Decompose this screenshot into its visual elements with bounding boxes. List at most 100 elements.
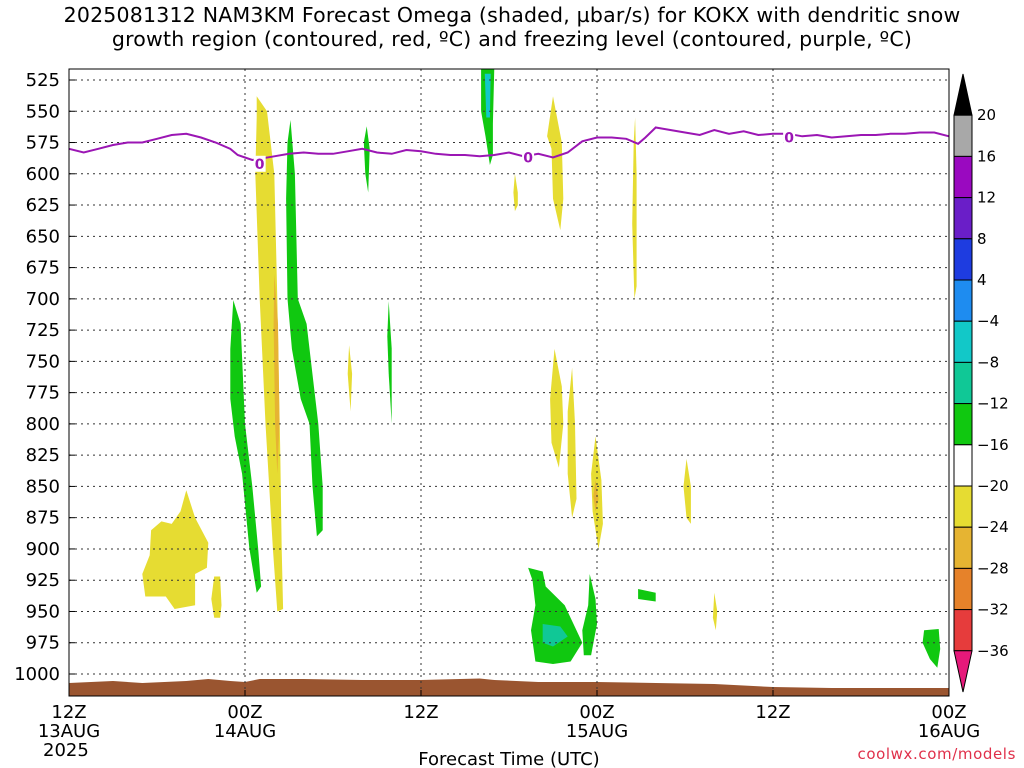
x-tick-label: 00Z [579,702,614,723]
colorbar-swatch [953,444,973,487]
colorbar-swatch [953,526,973,569]
freezing-level-line [68,126,950,162]
colorbar-swatch [953,609,973,652]
colorbar-swatch [953,361,973,405]
y-tick-label: 825 [26,445,60,466]
colorbar-swatch [953,567,973,611]
y-tick-label: 600 [26,164,60,185]
y-tick-label: 900 [26,539,60,560]
x-tick-label: 12Z [403,702,438,723]
y-tick-label: 925 [26,570,60,591]
freezing-label-bg [783,129,796,146]
omega-region [638,589,656,602]
colorbar: −36 −32 −28 −24 −20 −16 −12 −8 −4 4 8 12 16 20 [953,73,1009,693]
pressure-axis: 525 550 575 600 625 650 675 700 725 750 775 800 825 8… [14,70,75,685]
omega-region [683,458,691,524]
omega-region [273,273,280,474]
site-credit: coolwx.com/models [857,745,1016,763]
colorbar-swatch [953,197,973,240]
colorbar-label: 12 [977,189,996,207]
omega-region [593,480,599,512]
x-tick-label: 14AUG [214,721,276,742]
y-tick-label: 550 [26,101,60,122]
freezing-level-label: 0 [255,157,265,173]
y-tick-label: 675 [26,258,60,279]
freezing-level-label: 0 [784,131,794,147]
colorbar-swatch [953,114,973,157]
colorbar-swatch [953,320,973,363]
omega-region [547,96,564,231]
y-tick-label: 625 [26,195,60,216]
x-tick-label: 16AUG [918,721,980,742]
x-axis-label: Forecast Time (UTC) [418,749,599,768]
colorbar-swatch [953,155,973,199]
colorbar-label: −8 [977,353,999,371]
colorbar-label: 4 [977,271,987,289]
y-tick-label: 725 [26,320,60,341]
x-tick-label: 2025 [43,740,89,761]
omega-region [550,348,564,468]
chart-title-line-2: growth region (contoured, red, ºC) and f… [111,27,913,51]
colorbar-label: −36 [977,642,1009,660]
omega-region [582,574,597,656]
freezing-label-bg [522,149,535,166]
x-tick-label: 00Z [227,702,262,723]
freezing-level-contour: 0 0 0 [68,126,950,173]
omega-region [567,367,577,518]
colorbar-label: −16 [977,436,1009,454]
colorbar-label: −20 [977,477,1009,495]
colorbar-swatch [953,485,973,528]
y-tick-label: 775 [26,383,60,404]
y-tick-label: 975 [26,633,60,654]
chart-title: 2025081312 NAM3KM Forecast Omega (shaded… [0,3,1024,51]
x-tick-label: 15AUG [566,721,628,742]
omega-region [286,120,323,537]
omega-shaded-regions [142,69,941,668]
y-tick-label: 650 [26,226,60,247]
omega-region [632,117,637,299]
colorbar-label: −12 [977,395,1009,413]
y-tick-label: 750 [26,351,60,372]
omega-region [347,345,353,412]
y-tick-label: 800 [26,414,60,435]
omega-region [142,490,209,609]
colorbar-label: −24 [977,518,1009,536]
colorbar-label: −28 [977,559,1009,577]
y-tick-label: 950 [26,601,60,622]
y-tick-label: 875 [26,508,60,529]
omega-region [528,567,583,664]
colorbar-label: 20 [977,106,996,124]
colorbar-swatch [953,403,973,446]
omega-region [513,173,518,212]
y-tick-label: 850 [26,476,60,497]
x-tick-label: 12Z [51,702,86,723]
freezing-label-bg [253,155,266,172]
y-tick-label: 525 [26,70,60,91]
omega-region [542,624,568,647]
omega-region [387,301,392,424]
colorbar-label: 16 [977,147,996,165]
colorbar-swatch [953,279,973,322]
x-tick-label: 12Z [755,702,790,723]
freezing-level-label: 0 [523,151,533,167]
y-tick-label: 1000 [14,664,60,685]
omega-region [230,300,262,593]
colorbar-swatch [953,238,973,281]
omega-region [484,73,491,118]
chart-title-line-1: 2025081312 NAM3KM Forecast Omega (shaded… [63,3,961,27]
omega-region [211,576,222,618]
y-tick-label: 575 [26,133,60,154]
y-tick-label: 700 [26,289,60,310]
omega-region [712,592,718,631]
x-tick-label: 13AUG [38,721,100,742]
plot-frame [68,68,950,697]
colorbar-cap-bottom [953,650,973,693]
colorbar-label: −32 [977,601,1009,619]
omega-region [922,629,941,668]
omega-region [363,126,370,193]
colorbar-cap-top [953,73,973,116]
surface-terrain [69,678,949,696]
colorbar-label: 8 [977,230,987,248]
